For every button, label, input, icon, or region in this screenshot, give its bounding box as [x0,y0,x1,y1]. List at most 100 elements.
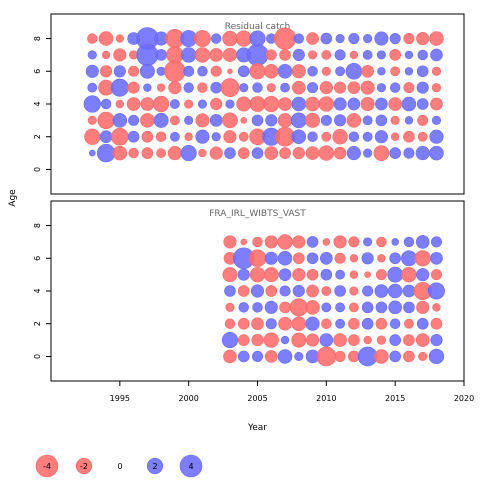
bubble [97,111,115,130]
bubble [387,266,404,283]
bubble [333,235,347,249]
bubble [347,81,361,94]
bubble [169,99,180,109]
bubble [193,30,211,48]
bubble [430,97,443,111]
bubble [113,65,126,78]
bubble [169,115,180,126]
bubble [321,66,331,76]
bubble [292,48,305,61]
bubble [375,97,388,111]
bubble [347,97,361,111]
bubble [320,114,332,126]
bubble [155,131,167,142]
bubble [374,284,389,298]
bubble [85,64,99,78]
bubble [194,47,211,63]
bubble [348,350,360,363]
bubble [98,31,114,46]
bubble [139,63,155,79]
bubble [348,131,360,142]
bubble [265,49,277,61]
bubble [264,300,278,314]
bubble [376,83,386,93]
bubble [390,66,401,77]
bubble [334,350,346,362]
bubble [277,251,293,266]
bubble [389,33,401,45]
bubble [401,96,417,112]
bubble [415,333,430,347]
bubble [292,147,305,160]
bubble [430,236,442,248]
bubble [236,96,252,112]
bubble [416,31,430,46]
bubble [197,99,207,109]
bubble [307,66,318,77]
bubble [307,82,319,94]
bubble [251,334,264,347]
bubble [291,80,306,95]
bubble [349,286,359,296]
bubble [265,285,278,297]
bubble [415,146,430,161]
bubble [377,254,386,263]
y-tick-label: 8 [33,223,42,228]
bubble [305,96,320,112]
bubble [274,27,297,50]
bubble [278,97,292,111]
bubble [334,49,346,61]
bubble [321,50,332,60]
bubble [375,317,388,330]
bubble [389,147,401,159]
bubble [389,82,401,93]
bubble [376,50,386,60]
bubble [361,317,374,330]
y-axis-title: Age [8,189,18,207]
legend-label: -2 [80,462,88,471]
bubble [156,148,167,158]
bubble [237,317,250,330]
bubble [404,116,414,125]
bubble [249,96,266,112]
y-tick-label: 2 [33,134,42,139]
bubble [361,64,374,78]
bubble [250,284,265,298]
bubble [361,301,374,314]
bubble [374,349,389,364]
bubble [430,334,443,347]
bubble [209,48,224,62]
bubble [280,335,290,345]
y-tick-label: 6 [33,256,42,261]
legend-bubble [35,454,59,478]
bubble [320,251,333,265]
bubble [374,130,388,144]
legend-label: -4 [43,462,51,471]
bubble [388,300,402,315]
bubble [84,128,101,145]
bubble [237,350,250,363]
bubble [169,131,180,142]
bubble [96,143,116,163]
bubble [251,114,264,127]
bubble [127,81,140,94]
bubble [167,146,182,161]
bubble [404,50,414,60]
bubble [318,96,335,112]
bubble [292,252,305,265]
bubble [290,112,307,129]
bubble [264,235,278,249]
bubble [155,49,167,61]
x-tick-label: 2020 [454,394,474,403]
legend-label: 2 [152,462,157,471]
bubble [83,95,101,113]
bubble [389,318,401,329]
bubble [345,63,363,80]
bubble [278,268,292,281]
bubble [113,48,127,62]
bubble [362,131,373,142]
bubble [416,317,429,330]
bubble [292,268,306,282]
bubble [375,114,388,127]
